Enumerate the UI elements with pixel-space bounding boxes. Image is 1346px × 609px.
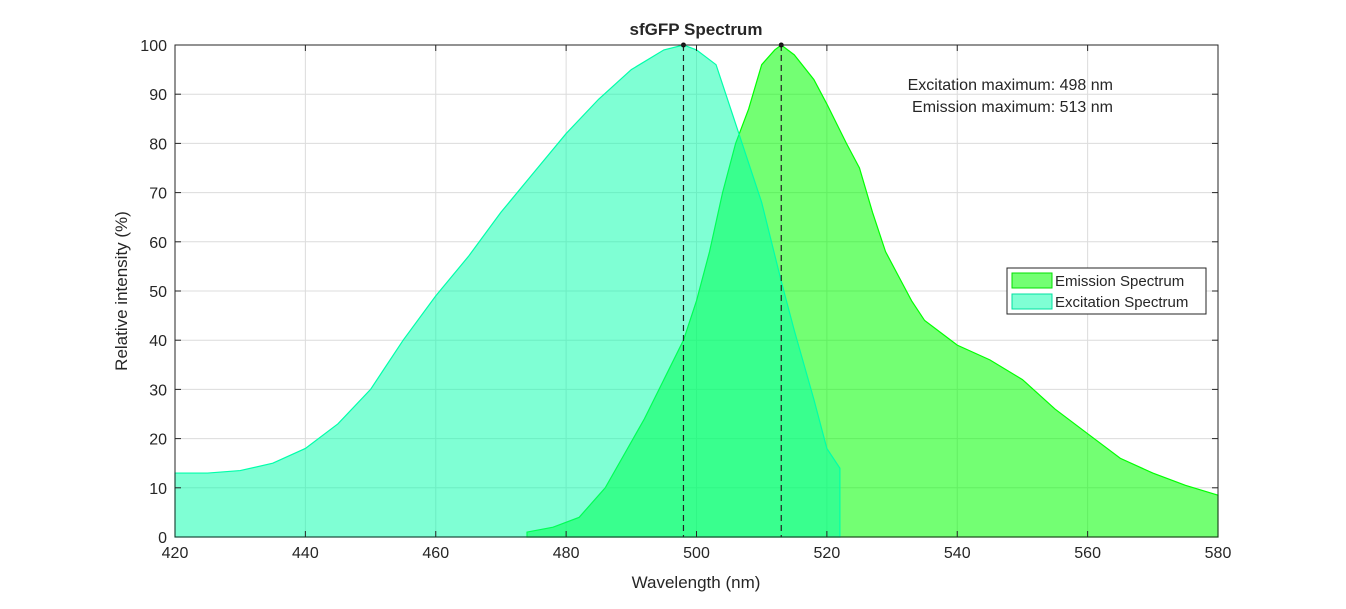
- y-tick-label: 0: [158, 530, 167, 547]
- x-tick-label: 560: [1074, 545, 1101, 562]
- max-markers: [680, 42, 784, 537]
- x-tick-label: 580: [1205, 545, 1232, 562]
- emission-max-annotation: Emission maximum: 513 nm: [912, 99, 1113, 116]
- y-tick-label: 80: [149, 136, 167, 153]
- y-tick-label: 30: [149, 382, 167, 399]
- excitation-max-annotation: Excitation maximum: 498 nm: [908, 77, 1113, 94]
- y-tick-label: 90: [149, 87, 167, 104]
- y-tick-label: 100: [140, 38, 167, 55]
- y-tick-label: 20: [149, 432, 167, 449]
- x-tick-label: 540: [944, 545, 971, 562]
- y-tick-label: 40: [149, 333, 167, 350]
- area-excitation-spectrum: [174, 44, 841, 538]
- legend-label-excitation: Excitation Spectrum: [1055, 294, 1188, 311]
- chart-title: sfGFP Spectrum: [630, 20, 763, 39]
- y-tick-label: 10: [149, 481, 167, 498]
- y-axis-label: Relative intensity (%): [112, 211, 131, 371]
- x-axis-label: Wavelength (nm): [632, 573, 761, 592]
- legend-swatch-excitation: [1011, 293, 1053, 310]
- legend[interactable]: Emission Spectrum Excitation Spectrum: [1006, 267, 1207, 315]
- legend-swatch-emission: [1011, 272, 1053, 289]
- x-tick-label: 520: [814, 545, 841, 562]
- y-tick-label: 60: [149, 235, 167, 252]
- x-tick-label: 440: [292, 545, 319, 562]
- plot-areas: [174, 44, 1219, 538]
- x-tick-label: 460: [422, 545, 449, 562]
- x-tick-label: 480: [553, 545, 580, 562]
- axes: 420 440 460 480 500 520 540 560 580 0 10 20 30 40 50 60…: [140, 38, 1231, 562]
- legend-label-emission: Emission Spectrum: [1055, 273, 1184, 290]
- axes-box: [174, 44, 1219, 538]
- x-tick-label: 420: [162, 545, 189, 562]
- y-tick-label: 50: [149, 284, 167, 301]
- x-tick-label: 500: [683, 545, 710, 562]
- y-tick-label: 70: [149, 186, 167, 203]
